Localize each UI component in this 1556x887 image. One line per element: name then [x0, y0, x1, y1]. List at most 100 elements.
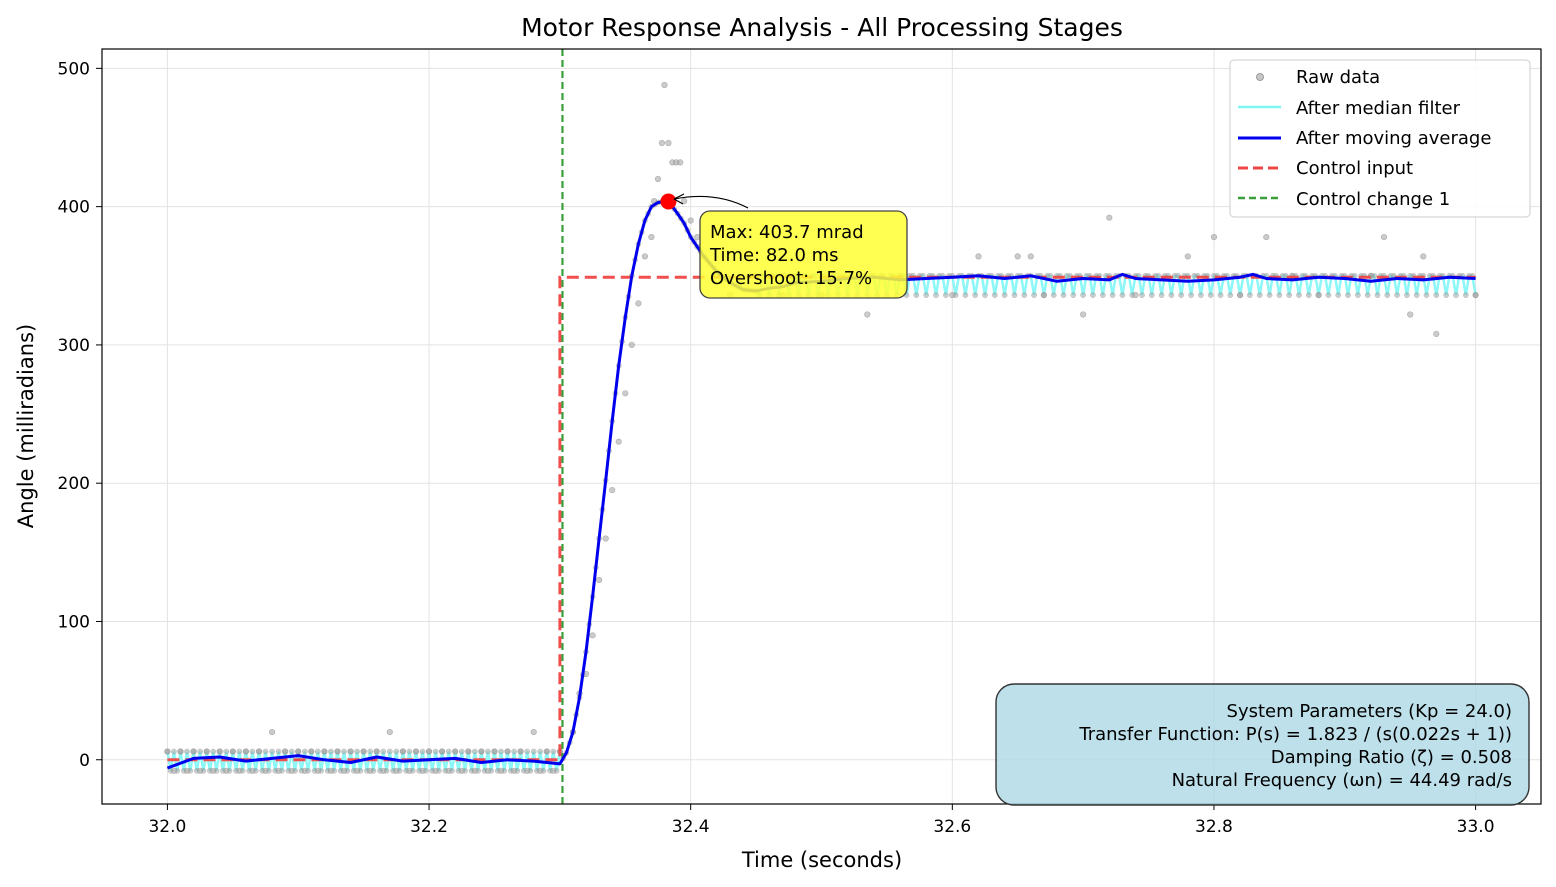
raw-data-point — [223, 748, 230, 755]
annotation-max: Max: 403.7 mrad — [710, 222, 864, 243]
raw-data-point — [380, 767, 387, 774]
raw-data-point — [982, 292, 988, 298]
legend-box — [1229, 59, 1531, 218]
raw-data-point — [1305, 292, 1312, 298]
raw-data-point — [1394, 292, 1400, 298]
raw-data-point — [1060, 292, 1067, 298]
raw-data-point — [1132, 292, 1139, 299]
raw-data-point — [537, 748, 544, 755]
x-axis-ticks: 32.0 32.2 32.4 32.6 32.8 33.0 — [148, 804, 1495, 837]
raw-data-point — [648, 234, 655, 241]
x-tick-label: 32.8 — [1195, 817, 1233, 837]
raw-data-point — [942, 292, 949, 298]
raw-data-point — [432, 767, 439, 774]
raw-data-point — [550, 767, 557, 774]
raw-data-point — [1050, 292, 1057, 298]
raw-data-point — [543, 748, 550, 755]
raw-data-point — [170, 767, 178, 774]
raw-data-point — [1374, 292, 1381, 298]
raw-data-point — [210, 767, 217, 774]
raw-data-point — [1148, 292, 1155, 298]
raw-data-point — [615, 438, 622, 445]
raw-data-point — [1256, 292, 1263, 298]
raw-data-point — [913, 292, 920, 298]
raw-data-point — [975, 253, 982, 260]
raw-data-point — [288, 748, 295, 755]
raw-data-point — [1021, 292, 1028, 298]
raw-data-point — [1433, 292, 1440, 298]
legend-raw-marker — [1256, 73, 1264, 81]
raw-data-point — [1001, 292, 1008, 298]
raw-data-point — [439, 748, 446, 755]
raw-data-point — [458, 767, 465, 774]
raw-data-point — [530, 728, 537, 736]
raw-data-point — [530, 748, 537, 755]
moving-average-series — [166, 200, 1476, 770]
raw-data-point — [367, 767, 374, 774]
raw-data-point — [216, 748, 223, 755]
y-tick-label: 400 — [58, 198, 90, 218]
x-tick-label: 32.2 — [410, 817, 448, 837]
raw-data-point — [327, 767, 335, 774]
raw-data-point — [1345, 292, 1351, 298]
raw-data-point — [1276, 292, 1283, 298]
y-axis-label: Angle (milliradians) — [14, 324, 38, 528]
raw-data-point — [301, 767, 308, 774]
raw-data-point — [1198, 292, 1204, 298]
raw-data-point — [367, 748, 374, 755]
raw-data-point — [340, 767, 348, 774]
annotation-overshoot: Overshoot: 15.7% — [710, 268, 872, 289]
raw-data-point — [1420, 253, 1427, 260]
raw-data-point — [1090, 292, 1096, 298]
raw-data-point — [1380, 234, 1388, 241]
raw-data-point — [1355, 292, 1361, 298]
raw-data-point — [622, 390, 629, 397]
raw-data-point — [1168, 292, 1175, 298]
raw-data-point — [269, 728, 276, 736]
raw-data-point — [1453, 292, 1459, 298]
raw-data-point — [197, 748, 203, 755]
raw-data-point — [1443, 292, 1450, 298]
raw-data-point — [1413, 292, 1420, 298]
raw-data-point — [471, 767, 478, 774]
raw-data-point — [497, 767, 505, 774]
raw-data-point — [1031, 292, 1037, 298]
raw-data-point — [1178, 292, 1185, 298]
raw-data-point — [203, 748, 210, 755]
raw-data-point — [658, 139, 666, 147]
raw-data-point — [864, 311, 871, 318]
raw-data-point — [1014, 253, 1021, 260]
raw-data-point — [962, 292, 969, 298]
moving-average-line — [166, 200, 1476, 770]
raw-data-point — [589, 632, 596, 639]
raw-data-point — [1407, 311, 1414, 318]
raw-data-point — [242, 748, 249, 755]
raw-data-point — [595, 576, 603, 584]
raw-data-point — [177, 748, 184, 755]
x-axis-label: Time (seconds) — [741, 848, 902, 872]
peak-annotation: Max: 403.7 mrad Time: 82.0 ms Overshoot:… — [673, 193, 908, 299]
raw-data-point — [635, 300, 642, 307]
raw-data-point — [1335, 292, 1342, 298]
raw-data-point — [1188, 292, 1194, 298]
raw-data-point — [373, 748, 380, 755]
raw-data-point — [399, 748, 407, 755]
system-parameters-box: System Parameters (Kp = 24.0) Transfer F… — [995, 683, 1530, 806]
raw-data-point — [498, 748, 504, 755]
raw-data-point — [184, 748, 190, 755]
raw-data-point — [654, 175, 662, 183]
raw-data-point — [314, 767, 322, 774]
raw-data-point — [393, 748, 400, 755]
raw-data-point — [210, 748, 217, 755]
raw-data-point — [1263, 234, 1270, 241]
raw-data-point — [171, 748, 177, 755]
raw-data-point — [341, 748, 347, 755]
raw-data-point — [282, 748, 289, 755]
info-natural-frequency: Natural Frequency (ωn) = 44.49 rad/s — [1172, 770, 1512, 791]
raw-data-point — [972, 292, 979, 298]
raw-data-point — [694, 234, 701, 241]
y-axis-ticks: 0 100 200 300 400 500 — [58, 59, 102, 771]
raw-data-point — [550, 748, 557, 755]
raw-data-point — [1207, 292, 1214, 298]
raw-data-point — [321, 748, 328, 755]
